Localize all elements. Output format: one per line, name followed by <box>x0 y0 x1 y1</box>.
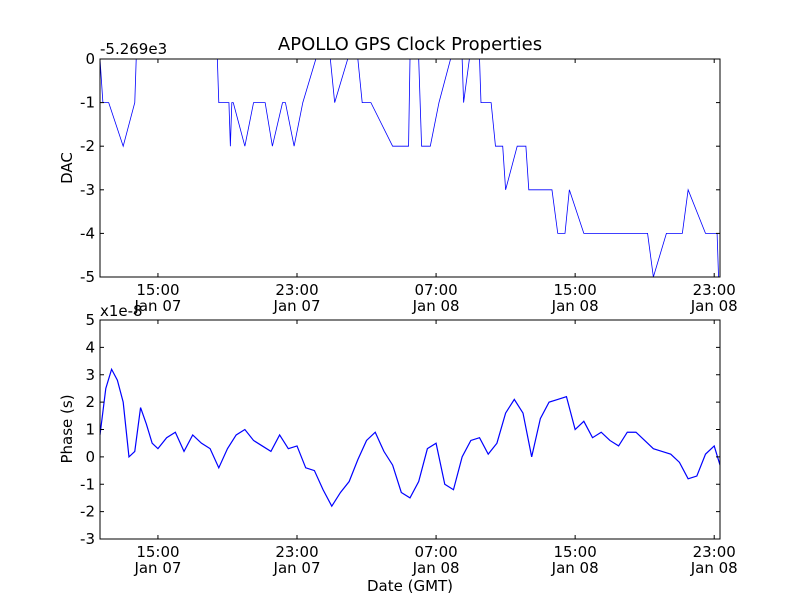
phase-y-tick-label: 1 <box>85 421 95 439</box>
phase-x-tick-date-label: Jan 07 <box>273 559 321 577</box>
dac-x-tick-time-label: 15:00 <box>554 281 597 299</box>
phase-y-tick-label: -3 <box>80 530 95 548</box>
phase-y-tick-label: 5 <box>85 311 95 329</box>
phase-y-tick-label: 3 <box>85 366 95 384</box>
dac-y-tick-label: 0 <box>85 50 95 68</box>
chart-title: APOLLO GPS Clock Properties <box>278 34 542 55</box>
phase-x-tick-time-label: 07:00 <box>414 543 457 561</box>
phase-x-tick-time-label: 23:00 <box>693 543 736 561</box>
dac-x-tick-date-label: Jan 08 <box>551 297 599 315</box>
phase-x-tick-date-label: Jan 08 <box>690 559 738 577</box>
dac-x-tick-date-label: Jan 08 <box>412 297 460 315</box>
top-y-offset-label: -5.269e3 <box>100 40 167 58</box>
dac-y-tick-label: -3 <box>80 181 95 199</box>
dac-y-tick-label: -1 <box>80 94 95 112</box>
dac-x-tick-date-label: Jan 08 <box>690 297 738 315</box>
phase-x-tick-date-label: Jan 08 <box>551 559 599 577</box>
top-y-axis-label: DAC <box>58 152 76 184</box>
phase-x-tick-time-label: 23:00 <box>275 543 318 561</box>
phase-y-tick-label: 4 <box>85 338 95 356</box>
dac-x-tick-date-label: Jan 07 <box>273 297 321 315</box>
phase-x-tick-date-label: Jan 08 <box>412 559 460 577</box>
dac-series-line <box>99 58 719 278</box>
bottom-x-axis-label: Date (GMT) <box>367 577 453 595</box>
bottom-y-offset-label: x1e-8 <box>100 302 143 320</box>
phase-y-tick-label: -2 <box>80 503 95 521</box>
dac-x-tick-time-label: 23:00 <box>275 281 318 299</box>
phase-series-line <box>99 367 721 508</box>
phase-x-tick-time-label: 15:00 <box>136 543 179 561</box>
dac-x-tick-time-label: 07:00 <box>414 281 457 299</box>
dac-x-tick-date-label: Jan 07 <box>133 297 181 315</box>
phase-x-tick-date-label: Jan 07 <box>133 559 181 577</box>
phase-y-tick-label: 2 <box>85 393 95 411</box>
dac-plot-frame <box>99 58 721 278</box>
dac-y-tick-label: -2 <box>80 137 95 155</box>
bottom-y-axis-label: Phase (s) <box>58 394 76 463</box>
dac-y-tick-label: -4 <box>80 224 95 242</box>
phase-y-tick-label: 0 <box>85 448 95 466</box>
dac-x-tick-time-label: 15:00 <box>136 281 179 299</box>
phase-y-tick-label: -1 <box>80 475 95 493</box>
dac-y-tick-label: -5 <box>80 268 95 286</box>
phase-x-tick-time-label: 15:00 <box>554 543 597 561</box>
dac-x-tick-time-label: 23:00 <box>693 281 736 299</box>
